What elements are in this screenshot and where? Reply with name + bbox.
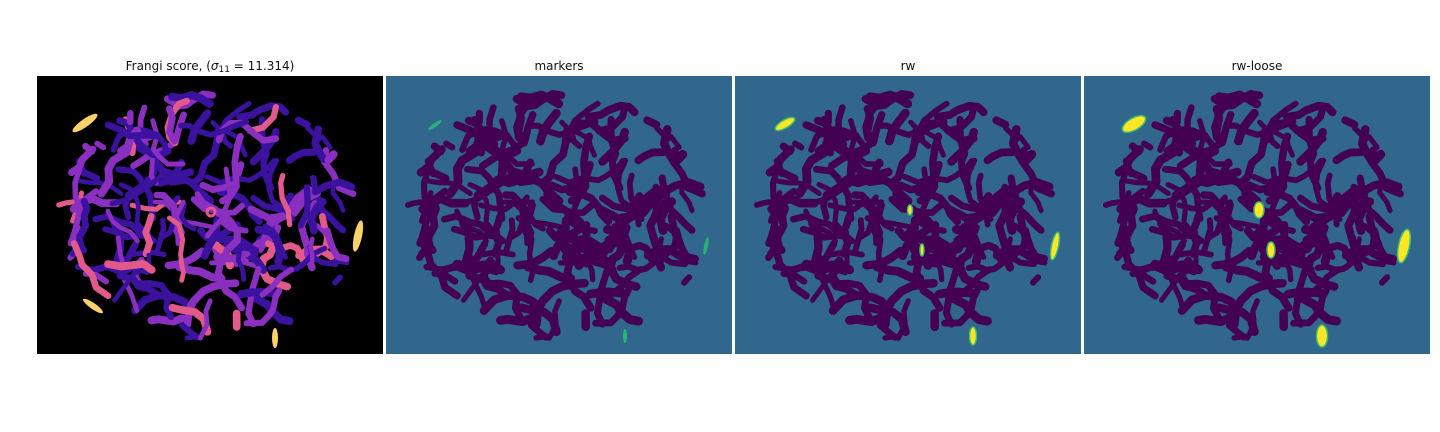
markers-tissue-network — [404, 90, 706, 341]
markers-label-image — [386, 76, 732, 354]
frangi-hotspots — [72, 113, 364, 348]
panel-title-frangi: Frangi score, (σ11 = 11.314) — [125, 59, 295, 75]
rw-loose-label-image — [1084, 76, 1430, 354]
rw-loose-vessel-regions — [1121, 114, 1412, 348]
panel-title-rw-loose: rw-loose — [1231, 59, 1283, 73]
markers-seed-regions — [428, 120, 709, 343]
rw-tissue-network — [753, 90, 1055, 341]
rw-label-image — [735, 76, 1081, 354]
panel-title-markers: markers — [534, 59, 584, 73]
rw-loose-tissue-network — [1102, 90, 1404, 341]
rw-vessel-regions — [774, 116, 1061, 346]
panel-title-rw: rw — [900, 59, 916, 73]
frangi-vessel-network — [56, 90, 357, 341]
frangi-score-image — [37, 76, 383, 354]
